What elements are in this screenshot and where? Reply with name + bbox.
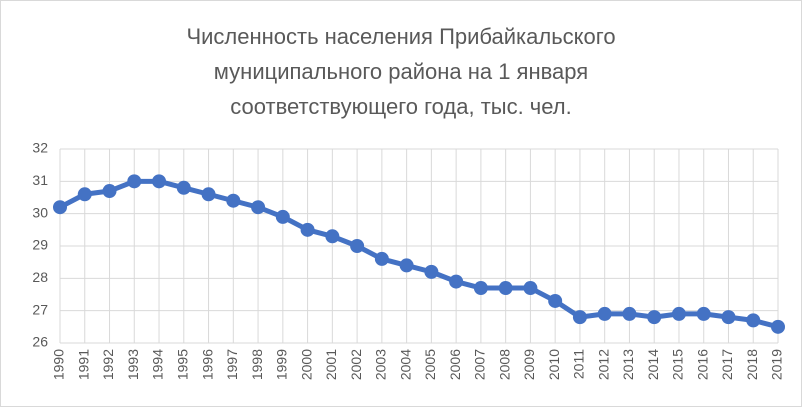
data-point: [548, 293, 563, 308]
x-tick-label: 2018: [744, 349, 760, 380]
x-tick-label: 2015: [670, 349, 686, 380]
y-tick-label: 32: [32, 140, 48, 156]
x-tick-label: 1997: [224, 349, 240, 380]
data-point: [696, 306, 711, 321]
data-point: [671, 306, 686, 321]
y-tick-label: 31: [32, 172, 48, 188]
x-tick-label: 1996: [199, 349, 215, 380]
data-point: [746, 313, 761, 328]
data-point: [399, 258, 414, 273]
data-point: [523, 281, 538, 296]
y-tick-label: 29: [32, 237, 48, 253]
data-point: [77, 187, 92, 202]
data-point: [251, 200, 266, 215]
x-tick-label: 1992: [100, 349, 116, 380]
data-point: [721, 310, 736, 325]
x-tick-label: 2017: [719, 349, 735, 380]
x-tick-label: 2010: [546, 349, 562, 380]
data-point: [449, 274, 464, 289]
x-tick-label: 2004: [397, 349, 413, 380]
x-tick-label: 2013: [620, 349, 636, 380]
data-point: [622, 306, 637, 321]
x-tick-label: 2005: [422, 349, 438, 380]
data-point: [771, 319, 785, 334]
y-tick-label: 27: [32, 301, 48, 317]
data-point: [572, 310, 587, 325]
x-tick-label: 2003: [373, 349, 389, 380]
x-tick-label: 2016: [694, 349, 710, 380]
data-point: [226, 193, 241, 208]
x-tick-label: 2006: [447, 349, 463, 380]
data-point: [325, 229, 340, 244]
data-point: [53, 200, 67, 215]
x-tick-label: 1998: [249, 349, 265, 380]
data-point: [498, 281, 513, 296]
x-tick-label: 2001: [323, 349, 339, 380]
x-tick-label: 1991: [75, 349, 91, 380]
x-tick-label: 1994: [150, 349, 166, 380]
data-point: [374, 251, 389, 266]
x-tick-label: 2008: [496, 349, 512, 380]
x-tick-label: 2002: [348, 349, 364, 380]
data-point: [597, 306, 612, 321]
x-tick-label: 2000: [298, 349, 314, 380]
x-tick-label: 1990: [51, 349, 67, 380]
data-point: [473, 281, 488, 296]
data-point: [647, 310, 662, 325]
data-point: [275, 209, 290, 224]
x-tick-label: 1995: [174, 349, 190, 380]
data-point: [424, 264, 439, 279]
chart-title: соответствующего года, тыс. чел.: [230, 94, 571, 119]
x-tick-label: 1993: [125, 349, 141, 380]
data-point: [152, 174, 167, 189]
chart-title: Численность населения Прибайкальского: [186, 24, 615, 49]
data-point: [201, 187, 216, 202]
data-point: [350, 239, 365, 253]
x-tick-label: 2012: [595, 349, 611, 380]
chart-title: муниципального района на 1 января: [214, 59, 588, 84]
x-tick-label: 2019: [769, 349, 785, 380]
y-tick-label: 28: [32, 269, 48, 285]
x-tick-label: 1999: [274, 349, 290, 380]
x-tick-label: 2007: [472, 349, 488, 380]
x-tick-label: 2011: [571, 349, 587, 379]
data-point: [102, 184, 117, 199]
data-point: [300, 222, 315, 237]
x-tick-label: 2014: [645, 349, 661, 380]
y-tick-label: 26: [32, 334, 48, 350]
data-point: [176, 180, 191, 195]
x-tick-label: 2009: [521, 349, 537, 380]
y-tick-label: 30: [32, 204, 48, 220]
data-point: [127, 174, 142, 189]
